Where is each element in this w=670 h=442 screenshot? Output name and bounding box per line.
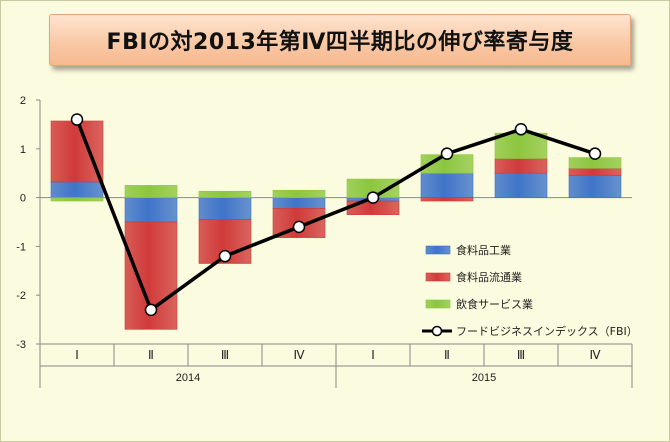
bar-distribution <box>568 168 622 176</box>
bar-food-service <box>50 197 104 202</box>
legend-label: フードビジネスインデックス（FBI） <box>456 324 638 338</box>
y-tick-label: -2 <box>16 290 26 302</box>
bar-food-service <box>198 190 252 198</box>
bar-manufacturing <box>198 197 252 220</box>
fbi-point <box>144 303 158 317</box>
fbi-point <box>440 147 454 160</box>
y-tick-label: 0 <box>20 193 26 205</box>
x-category-label: Ⅱ <box>444 348 450 362</box>
bar-manufacturing <box>420 172 474 198</box>
legend-label: 飲食サービス業 <box>456 297 533 311</box>
x-category-label: Ⅱ <box>148 348 154 362</box>
bar-manufacturing <box>272 197 326 209</box>
fbi-point <box>588 147 602 160</box>
y-tick-label: -3 <box>16 339 26 351</box>
legend-swatch <box>425 299 451 309</box>
fbi-line <box>75 118 596 312</box>
bar-manufacturing <box>50 181 104 198</box>
bar-food-service <box>272 189 326 198</box>
fbi-point <box>292 220 306 234</box>
bar-distribution <box>50 120 104 183</box>
x-category-label: Ⅳ <box>293 348 304 362</box>
legend-label: 食料品工業 <box>456 243 511 257</box>
fbi-point <box>70 113 84 126</box>
y-tick-label: 2 <box>20 95 26 107</box>
legend-label: 食料品流通業 <box>456 270 522 284</box>
legend-swatch <box>425 272 451 282</box>
bar-distribution <box>494 158 548 174</box>
fbi-point <box>514 123 528 136</box>
fbi-point <box>218 249 232 263</box>
x-category-label: Ⅲ <box>221 348 229 362</box>
bar-manufacturing <box>124 197 178 223</box>
legend-swatch <box>425 245 451 255</box>
bar-distribution <box>420 197 474 202</box>
x-category-label: Ⅲ <box>517 348 525 362</box>
x-year-label: 2014 <box>176 372 200 384</box>
bar-food-service <box>124 185 178 198</box>
chart-title: FBIの対2013年第Ⅳ四半期比の伸び率寄与度 <box>106 30 574 55</box>
x-category-label: Ⅰ <box>371 348 375 362</box>
legend-point-swatch <box>431 325 443 337</box>
bar-food-service <box>494 132 548 159</box>
x-category-label: Ⅳ <box>589 348 600 362</box>
fbi-point <box>366 191 380 204</box>
chart-title-box: FBIの対2013年第Ⅳ四半期比の伸び率寄与度 <box>49 14 631 66</box>
bar-manufacturing <box>568 175 622 198</box>
y-tick-label: -1 <box>16 241 26 253</box>
x-year-label: 2015 <box>472 372 496 384</box>
y-tick-label: 1 <box>20 144 26 156</box>
bar-manufacturing <box>494 172 548 198</box>
x-category-label: Ⅰ <box>75 348 79 362</box>
